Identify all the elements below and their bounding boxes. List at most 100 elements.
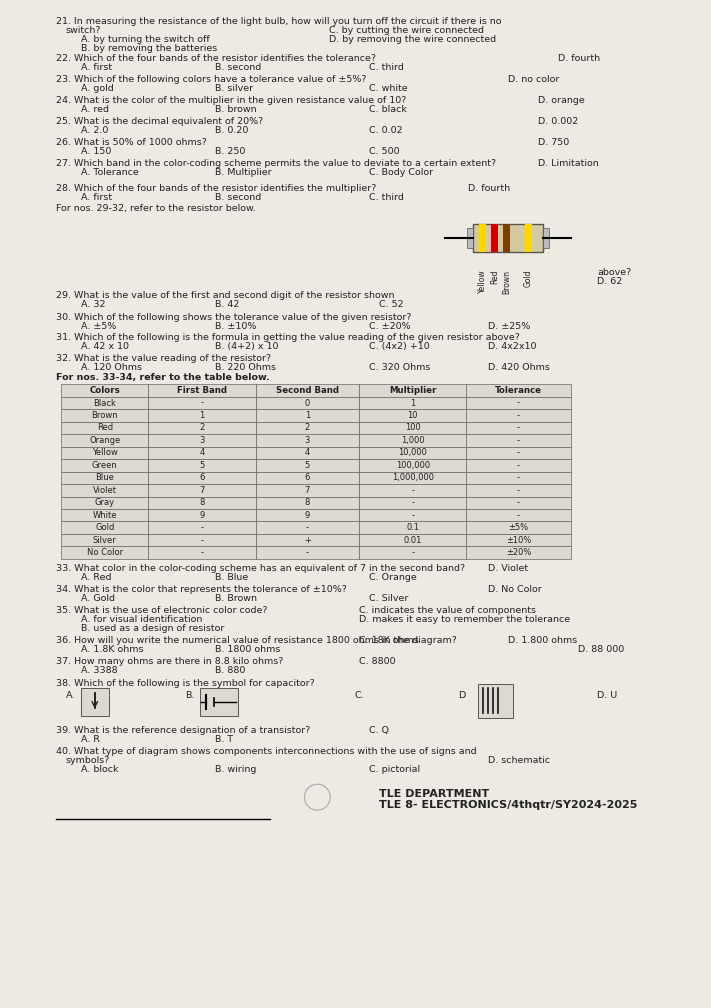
Text: 32. What is the value reading of the resistor?: 32. What is the value reading of the res… xyxy=(56,355,271,364)
Text: B. silver: B. silver xyxy=(215,84,253,93)
Bar xyxy=(466,534,571,546)
Text: B. 42: B. 42 xyxy=(215,299,240,308)
Text: C. indicates the value of components: C. indicates the value of components xyxy=(359,606,536,615)
Text: 5: 5 xyxy=(305,461,310,470)
Text: -: - xyxy=(517,411,520,420)
Text: Colors: Colors xyxy=(90,386,120,395)
Text: 4: 4 xyxy=(305,449,310,458)
Bar xyxy=(149,421,256,434)
Bar xyxy=(359,509,466,521)
Text: 29. What is the value of the first and second digit of the resistor shown: 29. What is the value of the first and s… xyxy=(56,290,395,299)
Text: D. 4x2x10: D. 4x2x10 xyxy=(488,343,537,352)
Text: D. No Color: D. No Color xyxy=(488,585,542,594)
Text: -: - xyxy=(517,474,520,482)
Text: 1: 1 xyxy=(200,411,205,420)
Text: A. block: A. block xyxy=(81,765,118,774)
Text: For nos. 33-34, refer to the table below.: For nos. 33-34, refer to the table below… xyxy=(56,373,270,382)
Text: -: - xyxy=(201,548,203,557)
Text: Gold: Gold xyxy=(524,270,533,287)
Text: 38. Which of the following is the symbol for capacitor?: 38. Which of the following is the symbol… xyxy=(56,678,315,687)
Text: C. pictorial: C. pictorial xyxy=(369,765,420,774)
Text: B. 0.20: B. 0.20 xyxy=(215,126,248,135)
Bar xyxy=(466,409,571,421)
Text: Silver: Silver xyxy=(93,535,117,544)
Text: A. 1.8K ohms: A. 1.8K ohms xyxy=(81,644,144,653)
Bar xyxy=(359,384,466,397)
Text: D. fourth: D. fourth xyxy=(469,183,510,193)
Bar xyxy=(200,688,238,717)
Text: A. 2.0: A. 2.0 xyxy=(81,126,108,135)
Text: Red: Red xyxy=(97,423,113,432)
Text: 37. How many ohms are there in 8.8 kilo ohms?: 37. How many ohms are there in 8.8 kilo … xyxy=(56,656,284,665)
Text: -: - xyxy=(517,511,520,520)
Bar xyxy=(61,421,149,434)
Bar xyxy=(359,459,466,472)
Text: Brown: Brown xyxy=(92,411,118,420)
Text: A. 3388: A. 3388 xyxy=(81,665,117,674)
Text: C. Body Color: C. Body Color xyxy=(369,168,433,177)
Text: C. 500: C. 500 xyxy=(369,147,400,156)
Text: -: - xyxy=(306,548,309,557)
Text: B. second: B. second xyxy=(215,64,261,73)
Text: 3: 3 xyxy=(199,435,205,445)
Text: 1: 1 xyxy=(410,398,415,407)
Text: A. 120 Ohms: A. 120 Ohms xyxy=(81,364,142,372)
Text: 21. In measuring the resistance of the light bulb, how will you turn off the cir: 21. In measuring the resistance of the l… xyxy=(56,17,501,26)
Text: 9: 9 xyxy=(200,511,205,520)
Bar xyxy=(149,472,256,484)
Bar xyxy=(466,509,571,521)
Text: TLE 8- ELECTRONICS/4thqtr/SY2024-2025: TLE 8- ELECTRONICS/4thqtr/SY2024-2025 xyxy=(379,800,637,810)
Bar xyxy=(61,509,149,521)
Text: C. Orange: C. Orange xyxy=(369,573,417,582)
Bar xyxy=(149,534,256,546)
Text: -: - xyxy=(306,523,309,532)
Text: D. Violet: D. Violet xyxy=(488,563,528,573)
Text: D. no color: D. no color xyxy=(508,76,560,85)
Bar xyxy=(256,534,359,546)
Text: A. R: A. R xyxy=(81,736,100,744)
Text: C. 8800: C. 8800 xyxy=(359,656,395,665)
Text: B. brown: B. brown xyxy=(215,105,257,114)
Text: 24. What is the color of the multiplier in the given resistance value of 10?: 24. What is the color of the multiplier … xyxy=(56,96,407,105)
Text: C. ±20%: C. ±20% xyxy=(369,322,411,331)
Text: C. (4x2) +10: C. (4x2) +10 xyxy=(369,343,429,352)
Text: B. Brown: B. Brown xyxy=(215,594,257,603)
Text: Second Band: Second Band xyxy=(276,386,339,395)
Text: Blue: Blue xyxy=(95,474,114,482)
Bar xyxy=(359,472,466,484)
Bar xyxy=(256,484,359,497)
Bar xyxy=(466,459,571,472)
Text: -: - xyxy=(411,498,415,507)
Text: Yellow: Yellow xyxy=(479,270,487,293)
Text: D. 750: D. 750 xyxy=(538,138,569,147)
Bar xyxy=(256,434,359,447)
Bar xyxy=(542,228,549,248)
Text: 1: 1 xyxy=(305,411,310,420)
Text: above?: above? xyxy=(597,268,632,276)
Text: 25. What is the decimal equivalent of 20%?: 25. What is the decimal equivalent of 20… xyxy=(56,117,263,126)
Text: C. Silver: C. Silver xyxy=(369,594,408,603)
Text: -: - xyxy=(201,523,203,532)
Text: 8: 8 xyxy=(305,498,310,507)
Text: symbols?: symbols? xyxy=(65,756,109,765)
Bar xyxy=(256,459,359,472)
Text: D. 1.800 ohms: D. 1.800 ohms xyxy=(508,636,577,645)
Text: A. 32: A. 32 xyxy=(81,299,105,308)
Text: D. orange: D. orange xyxy=(538,96,584,105)
Text: A. gold: A. gold xyxy=(81,84,114,93)
Text: A. 150: A. 150 xyxy=(81,147,111,156)
Text: -: - xyxy=(517,461,520,470)
Bar xyxy=(149,546,256,558)
Bar xyxy=(61,384,149,397)
Text: 34. What is the color that represents the tolerance of ±10%?: 34. What is the color that represents th… xyxy=(56,585,347,594)
Text: ±5%: ±5% xyxy=(508,523,528,532)
Text: D. makes it easy to remember the tolerance: D. makes it easy to remember the toleran… xyxy=(359,615,570,624)
Bar xyxy=(149,409,256,421)
Bar xyxy=(61,447,149,459)
Text: A.: A. xyxy=(66,691,75,701)
Text: Yellow: Yellow xyxy=(92,449,117,458)
Bar xyxy=(479,683,513,719)
Text: 100: 100 xyxy=(405,423,421,432)
Text: Brown: Brown xyxy=(502,270,511,293)
Text: B. by removing the batteries: B. by removing the batteries xyxy=(81,44,217,53)
